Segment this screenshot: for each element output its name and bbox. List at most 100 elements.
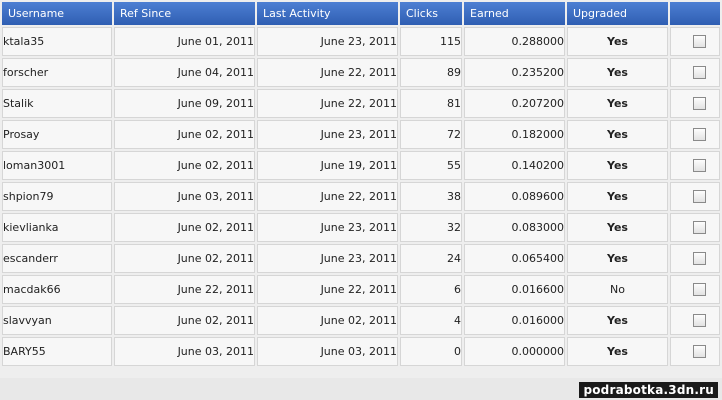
row-select-checkbox[interactable] — [692, 314, 706, 328]
cell-earned: 0.288000 — [464, 27, 565, 56]
cell-select — [670, 306, 720, 335]
cell-username: slavvyan — [2, 306, 112, 335]
cell-last-activity: June 23, 2011 — [257, 120, 398, 149]
header-select — [670, 2, 720, 25]
row-select-checkbox[interactable] — [692, 159, 706, 173]
row-select-checkbox[interactable] — [692, 190, 706, 204]
cell-username: shpion79 — [2, 182, 112, 211]
header-username[interactable]: Username — [2, 2, 112, 25]
cell-earned: 0.182000 — [464, 120, 565, 149]
row-select-checkbox[interactable] — [692, 221, 706, 235]
cell-select — [670, 244, 720, 273]
table-row: escanderr June 02, 2011 June 23, 2011 24 0.0… — [2, 244, 720, 273]
cell-last-activity: June 23, 2011 — [257, 213, 398, 242]
cell-clicks: 24 — [400, 244, 462, 273]
cell-clicks: 4 — [400, 306, 462, 335]
cell-clicks: 72 — [400, 120, 462, 149]
cell-earned: 0.000000 — [464, 337, 565, 366]
cell-ref-since: June 22, 2011 — [114, 275, 255, 304]
cell-select — [670, 275, 720, 304]
cell-upgraded: Yes — [567, 27, 668, 56]
cell-earned: 0.235200 — [464, 58, 565, 87]
table-header-row: Username Ref Since Last Activity Clicks … — [2, 2, 720, 25]
cell-last-activity: June 22, 2011 — [257, 89, 398, 118]
cell-clicks: 89 — [400, 58, 462, 87]
cell-last-activity: June 22, 2011 — [257, 58, 398, 87]
cell-last-activity: June 22, 2011 — [257, 275, 398, 304]
table-row: kievlianka June 02, 2011 June 23, 2011 32 0.… — [2, 213, 720, 242]
cell-clicks: 32 — [400, 213, 462, 242]
header-earned[interactable]: Earned — [464, 2, 565, 25]
cell-last-activity: June 23, 2011 — [257, 27, 398, 56]
cell-last-activity: June 22, 2011 — [257, 182, 398, 211]
table-row: shpion79 June 03, 2011 June 22, 2011 38 0.08… — [2, 182, 720, 211]
cell-upgraded: Yes — [567, 58, 668, 87]
cell-username: macdak66 — [2, 275, 112, 304]
cell-ref-since: June 02, 2011 — [114, 120, 255, 149]
cell-ref-since: June 04, 2011 — [114, 58, 255, 87]
cell-username: escanderr — [2, 244, 112, 273]
cell-upgraded: No — [567, 275, 668, 304]
header-last-activity[interactable]: Last Activity — [257, 2, 398, 25]
cell-username: ktala35 — [2, 27, 112, 56]
cell-earned: 0.207200 — [464, 89, 565, 118]
cell-username: Stalik — [2, 89, 112, 118]
cell-upgraded: Yes — [567, 120, 668, 149]
cell-earned: 0.065400 — [464, 244, 565, 273]
cell-last-activity: June 03, 2011 — [257, 337, 398, 366]
cell-upgraded: Yes — [567, 306, 668, 335]
cell-select — [670, 89, 720, 118]
cell-upgraded: Yes — [567, 182, 668, 211]
watermark: podrabotka.3dn.ru — [579, 382, 718, 398]
cell-upgraded: Yes — [567, 213, 668, 242]
row-select-checkbox[interactable] — [692, 345, 706, 359]
cell-earned: 0.140200 — [464, 151, 565, 180]
cell-upgraded: Yes — [567, 89, 668, 118]
cell-username: kievlianka — [2, 213, 112, 242]
cell-upgraded: Yes — [567, 337, 668, 366]
cell-clicks: 81 — [400, 89, 462, 118]
cell-ref-since: June 02, 2011 — [114, 151, 255, 180]
cell-ref-since: June 01, 2011 — [114, 27, 255, 56]
cell-clicks: 0 — [400, 337, 462, 366]
cell-earned: 0.016600 — [464, 275, 565, 304]
header-upgraded[interactable]: Upgraded — [567, 2, 668, 25]
cell-earned: 0.089600 — [464, 182, 565, 211]
cell-select — [670, 58, 720, 87]
cell-select — [670, 27, 720, 56]
table-row: Prosay June 02, 2011 June 23, 2011 72 0.1820… — [2, 120, 720, 149]
table-row: loman3001 June 02, 2011 June 19, 2011 55 0.1… — [2, 151, 720, 180]
header-clicks[interactable]: Clicks — [400, 2, 462, 25]
cell-clicks: 55 — [400, 151, 462, 180]
cell-select — [670, 182, 720, 211]
cell-clicks: 38 — [400, 182, 462, 211]
row-select-checkbox[interactable] — [692, 128, 706, 142]
bottom-bar — [0, 378, 722, 400]
row-select-checkbox[interactable] — [692, 66, 706, 80]
cell-clicks: 115 — [400, 27, 462, 56]
cell-ref-since: June 02, 2011 — [114, 306, 255, 335]
cell-username: loman3001 — [2, 151, 112, 180]
cell-username: Prosay — [2, 120, 112, 149]
row-select-checkbox[interactable] — [692, 35, 706, 49]
cell-ref-since: June 03, 2011 — [114, 182, 255, 211]
row-select-checkbox[interactable] — [692, 283, 706, 297]
cell-earned: 0.016000 — [464, 306, 565, 335]
cell-select — [670, 337, 720, 366]
row-select-checkbox[interactable] — [692, 252, 706, 266]
cell-username: BARY55 — [2, 337, 112, 366]
table-row: slavvyan June 02, 2011 June 02, 2011 4 0.016… — [2, 306, 720, 335]
cell-ref-since: June 03, 2011 — [114, 337, 255, 366]
table-row: forscher June 04, 2011 June 22, 2011 89 0.23… — [2, 58, 720, 87]
table-row: macdak66 June 22, 2011 June 22, 2011 6 0.016… — [2, 275, 720, 304]
referrals-table: Username Ref Since Last Activity Clicks … — [2, 2, 720, 366]
cell-select — [670, 151, 720, 180]
header-ref-since[interactable]: Ref Since — [114, 2, 255, 25]
table-row: ktala35 June 01, 2011 June 23, 2011 115 0.28… — [2, 27, 720, 56]
cell-ref-since: June 02, 2011 — [114, 213, 255, 242]
cell-last-activity: June 23, 2011 — [257, 244, 398, 273]
cell-last-activity: June 02, 2011 — [257, 306, 398, 335]
table-row: Stalik June 09, 2011 June 22, 2011 81 0.2072… — [2, 89, 720, 118]
cell-username: forscher — [2, 58, 112, 87]
row-select-checkbox[interactable] — [692, 97, 706, 111]
